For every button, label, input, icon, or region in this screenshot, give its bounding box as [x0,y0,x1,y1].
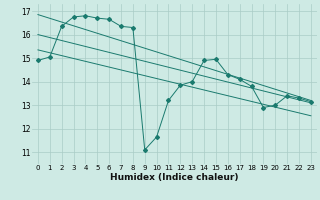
X-axis label: Humidex (Indice chaleur): Humidex (Indice chaleur) [110,173,239,182]
